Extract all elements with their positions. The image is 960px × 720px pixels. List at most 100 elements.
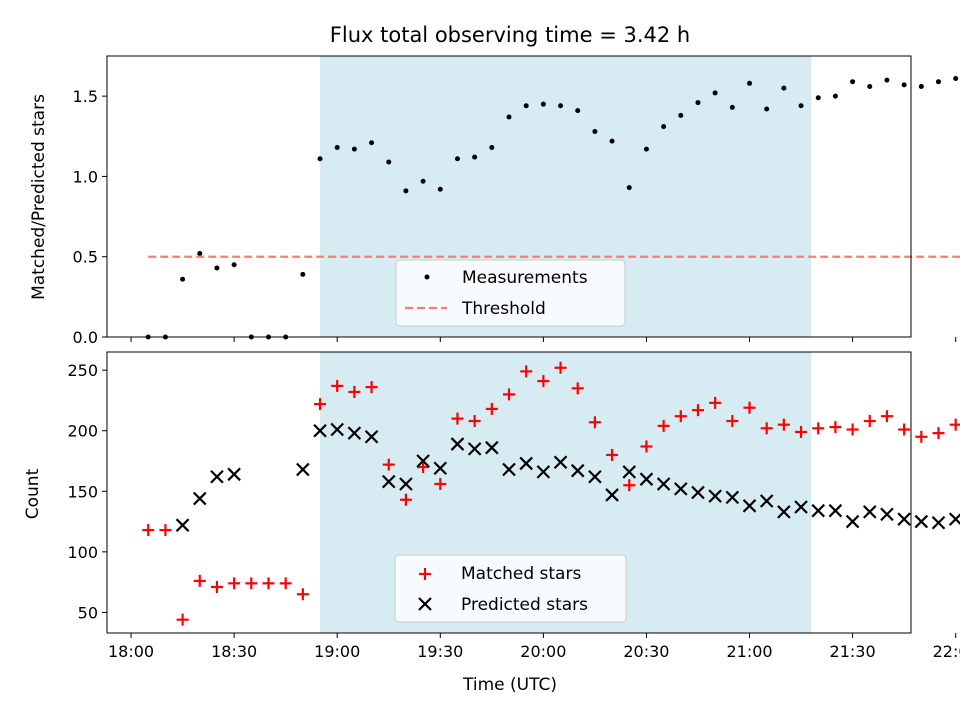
x-tick-label: 21:00 — [726, 642, 772, 661]
matched-stars-point — [434, 478, 447, 491]
measurements-point — [334, 145, 340, 151]
matched-stars-point — [159, 524, 172, 537]
predicted-stars-point — [605, 488, 619, 502]
counts-axes-frame — [106, 351, 912, 634]
y-tick-label: 50 — [78, 603, 98, 622]
matched-stars-point — [417, 461, 430, 474]
predicted-stars-point — [862, 505, 877, 519]
matched-stars-point — [262, 577, 275, 590]
measurements-point — [798, 103, 804, 109]
y-tick-label: 200 — [67, 422, 98, 441]
measurements-point — [867, 84, 873, 90]
matched-stars-point — [709, 396, 722, 409]
ratio-x-ticks — [130, 337, 957, 342]
counts-panel: 50 100 150 200 250 18:00 18:30 19:00 19:30 20:00… — [23, 351, 960, 661]
predicted-stars-point — [639, 472, 654, 486]
legend-label-measurements: Measurements — [462, 268, 588, 288]
measurements-point — [781, 85, 787, 91]
matched-stars-point — [331, 379, 344, 392]
matched-stars-point — [537, 375, 550, 388]
y-tick-label: 150 — [67, 482, 98, 501]
counts-y-axis-label: Count — [23, 468, 43, 519]
matched-stars-point — [880, 410, 893, 423]
predicted-stars-point — [845, 514, 860, 529]
matched-stars-point — [382, 458, 395, 471]
matched-stars-point — [898, 423, 911, 436]
legend-marker-measurements — [424, 274, 430, 280]
measurements-point — [643, 146, 649, 152]
matched-stars-point — [503, 388, 515, 401]
matched-stars-point — [176, 613, 189, 626]
x-tick-label: 18:00 — [108, 642, 154, 661]
measurements-point — [420, 178, 426, 184]
predicted-stars-point — [502, 462, 516, 477]
predicted-stars-point — [553, 455, 568, 469]
predicted-stars-point — [485, 440, 499, 455]
matched-stars-point — [210, 580, 223, 593]
measurements-point — [454, 156, 460, 162]
predicted-stars-point — [296, 462, 310, 477]
measurements-point — [815, 95, 821, 101]
matched-stars-point — [193, 574, 206, 587]
predicted-stars-point — [467, 442, 482, 456]
ratio-series — [145, 75, 960, 340]
predicted-stars-point — [931, 516, 946, 530]
measurements-point — [386, 159, 392, 165]
measurements-point — [850, 79, 856, 85]
matched-stars-point — [640, 440, 653, 453]
matched-stars-point — [829, 421, 842, 434]
predicted-stars-point — [192, 491, 207, 506]
predicted-stars-point — [794, 500, 808, 514]
predicted-stars-point — [364, 430, 379, 444]
measurements-point — [403, 188, 409, 194]
predicted-stars-point — [725, 490, 740, 505]
predicted-stars-point — [759, 494, 774, 508]
legend-label-matched: Matched stars — [461, 564, 581, 584]
chart-title: Flux total observing time = 3.42 h — [330, 23, 690, 47]
predicted-stars-point — [811, 503, 826, 518]
predicted-stars-point — [914, 514, 929, 529]
measurements-point — [489, 145, 495, 151]
measurements-point — [832, 93, 838, 99]
measurements-point — [764, 106, 770, 112]
matched-stars-point — [657, 419, 670, 432]
predicted-stars-point — [656, 477, 671, 491]
matched-stars-point — [674, 410, 687, 423]
measurements-point — [729, 104, 735, 110]
matched-stars-point — [623, 479, 636, 492]
measurements-point — [506, 114, 512, 120]
matched-stars-point — [468, 415, 481, 428]
ratio-y-axis-label: Matched/Predicted stars — [29, 94, 49, 300]
predicted-stars-point — [381, 474, 396, 489]
matched-stars-point — [142, 524, 155, 537]
matched-stars-point — [279, 577, 292, 590]
x-tick-label: 19:30 — [417, 642, 463, 661]
predicted-stars-point — [897, 512, 911, 526]
predicted-stars-point — [948, 512, 960, 526]
legend-marker-matched — [419, 568, 431, 580]
predicted-stars-point — [347, 426, 362, 440]
ratio-legend: Measurements Threshold — [395, 259, 626, 327]
x-tick-label: 19:00 — [314, 642, 360, 661]
x-tick-label: 18:30 — [211, 642, 257, 661]
measurements-point — [558, 103, 564, 109]
measurements-point — [472, 154, 478, 160]
matched-stars-point — [451, 412, 464, 425]
measurements-point — [180, 276, 186, 282]
legend-box — [395, 259, 626, 327]
predicted-stars-point — [880, 507, 894, 522]
predicted-stars-point — [674, 482, 688, 496]
predicted-stars-point — [227, 467, 241, 482]
y-tick-label: 100 — [67, 543, 98, 562]
matched-stars-point — [932, 427, 945, 440]
measurements-point — [678, 112, 684, 118]
predicted-stars-point — [570, 463, 585, 478]
measurements-point — [661, 124, 667, 130]
predicted-stars-point — [742, 499, 757, 513]
matched-stars-point — [606, 448, 619, 461]
measurements-point — [747, 80, 753, 86]
matched-stars-point — [571, 382, 584, 395]
measurements-point — [592, 128, 598, 134]
matched-stars-point — [760, 422, 773, 435]
